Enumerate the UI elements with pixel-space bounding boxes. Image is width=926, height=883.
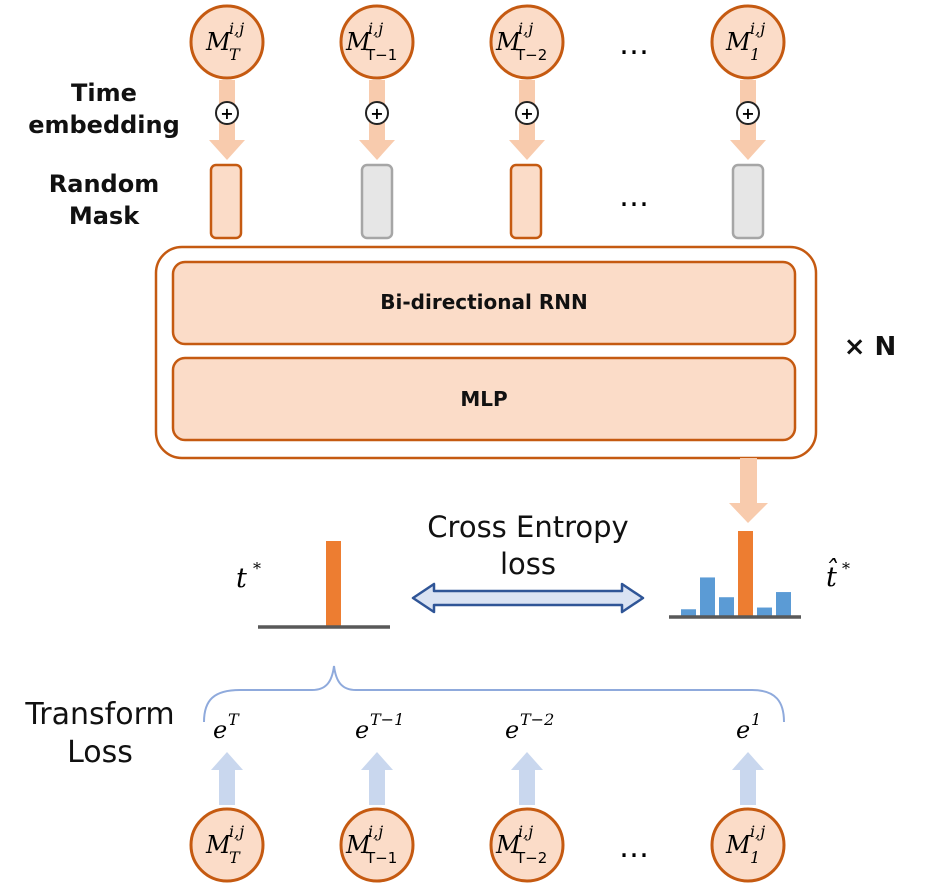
embedding-sup: 1 [751,710,761,729]
target-star: * [253,559,261,578]
embedding-sup: T−2 [520,710,554,729]
predicted-bar [757,607,772,617]
embedding-label: e T [213,710,240,744]
target-symbol: t [236,563,247,594]
transform-arrow [211,752,243,805]
mlp-block [171,356,797,442]
embedding-sup: T [228,710,240,729]
predicted-symbol: t̂ [826,558,837,593]
predicted-bar [719,597,734,617]
token-sub: T−1 [365,46,397,64]
time-embedding-label-line1: Time [71,79,137,107]
target-bar [326,541,341,627]
bottom-ellipsis: … [619,830,649,865]
mask-token-masked [731,163,765,240]
rnn-block [171,260,797,346]
target-distribution [258,541,390,629]
top-ellipsis: … [619,27,649,62]
predicted-bar [700,577,715,617]
predicted-bar [738,531,753,617]
token-sup: i,j [518,822,533,841]
cross-entropy-label-line2: loss [500,547,556,581]
token-sub: T [229,848,241,867]
repeat-label: × N [844,332,897,362]
token-sub: 1 [750,45,760,64]
token-base: M [345,28,372,56]
embed-arrows [209,80,766,160]
bottom-token-T: M i,j T [189,807,265,883]
token-sub: 1 [750,848,760,867]
time-embedding-label-line2: embedding [28,111,180,139]
mask-token-visible [209,163,243,240]
transform-loss-label-line2: Loss [67,735,133,770]
bottom-token-1: M i,j 1 [710,807,786,883]
plus-sign: + [520,104,533,123]
mask-tokens [209,163,765,240]
rnn-label: Bi-directional RNN [380,290,587,314]
predicted-bar [681,609,696,617]
plus-sign: + [741,104,754,123]
token-sup: i,j [229,822,244,841]
token-sup: i,j [750,822,765,841]
transform-arrows [211,752,764,805]
transform-arrow [511,752,543,805]
token-sup: i,j [368,822,383,841]
token-base: M [725,28,752,56]
token-sub: T−2 [515,849,547,867]
token-sub: T−2 [515,46,547,64]
plus-icon: + [365,101,389,125]
token-sup: i,j [368,19,383,38]
mask-ellipsis: … [619,179,649,214]
embedding-base: e [213,716,227,744]
token-sup: i,j [229,19,244,38]
time-embedding-plus-signs: + + + + [215,101,760,125]
embedding-label: e 1 [736,710,761,744]
output-arrow [729,458,768,523]
token-sup: i,j [518,19,533,38]
mlp-label: MLP [460,387,507,411]
top-token-T: M i,j T [189,4,265,80]
double-arrow [411,582,645,614]
cross-entropy-label-line1: Cross Entropy [427,510,628,544]
random-mask-label-line1: Random [49,170,159,198]
transform-loss-label-line1: Transform [24,697,174,732]
transform-arrow [732,752,764,805]
bottom-token-T-1: M i,j T−1 [339,807,415,883]
top-token-T-2: M i,j T−2 [489,4,565,80]
bottom-token-T-2: M i,j T−2 [489,807,565,883]
token-base: M [725,831,752,859]
token-base: M [205,831,232,859]
embedding-base: e [355,716,369,744]
token-sub: T−1 [365,849,397,867]
predicted-distribution [681,531,791,617]
token-sup: i,j [750,19,765,38]
token-sub: T [229,45,241,64]
embedding-label: e T−2 [505,710,554,744]
plus-icon: + [515,101,539,125]
token-base: M [495,28,522,56]
plus-sign: + [370,104,383,123]
predicted-star: * [842,559,850,578]
mask-token-visible [509,163,543,240]
embedding-label: e T−1 [355,710,404,744]
embedding-base: e [736,716,750,744]
embedding-base: e [505,716,519,744]
top-token-1: M i,j 1 [710,4,786,80]
brace [203,665,785,723]
predicted-bar [776,592,791,617]
random-mask-label-line2: Mask [69,202,140,230]
token-base: M [205,28,232,56]
transform-arrow [361,752,393,805]
plus-icon: + [736,101,760,125]
plus-sign: + [220,104,233,123]
top-token-T-1: M i,j T−1 [339,4,415,80]
token-base: M [495,831,522,859]
token-base: M [345,831,372,859]
embedding-sup: T−1 [370,710,404,729]
mask-token-masked [360,163,394,240]
plus-icon: + [215,101,239,125]
